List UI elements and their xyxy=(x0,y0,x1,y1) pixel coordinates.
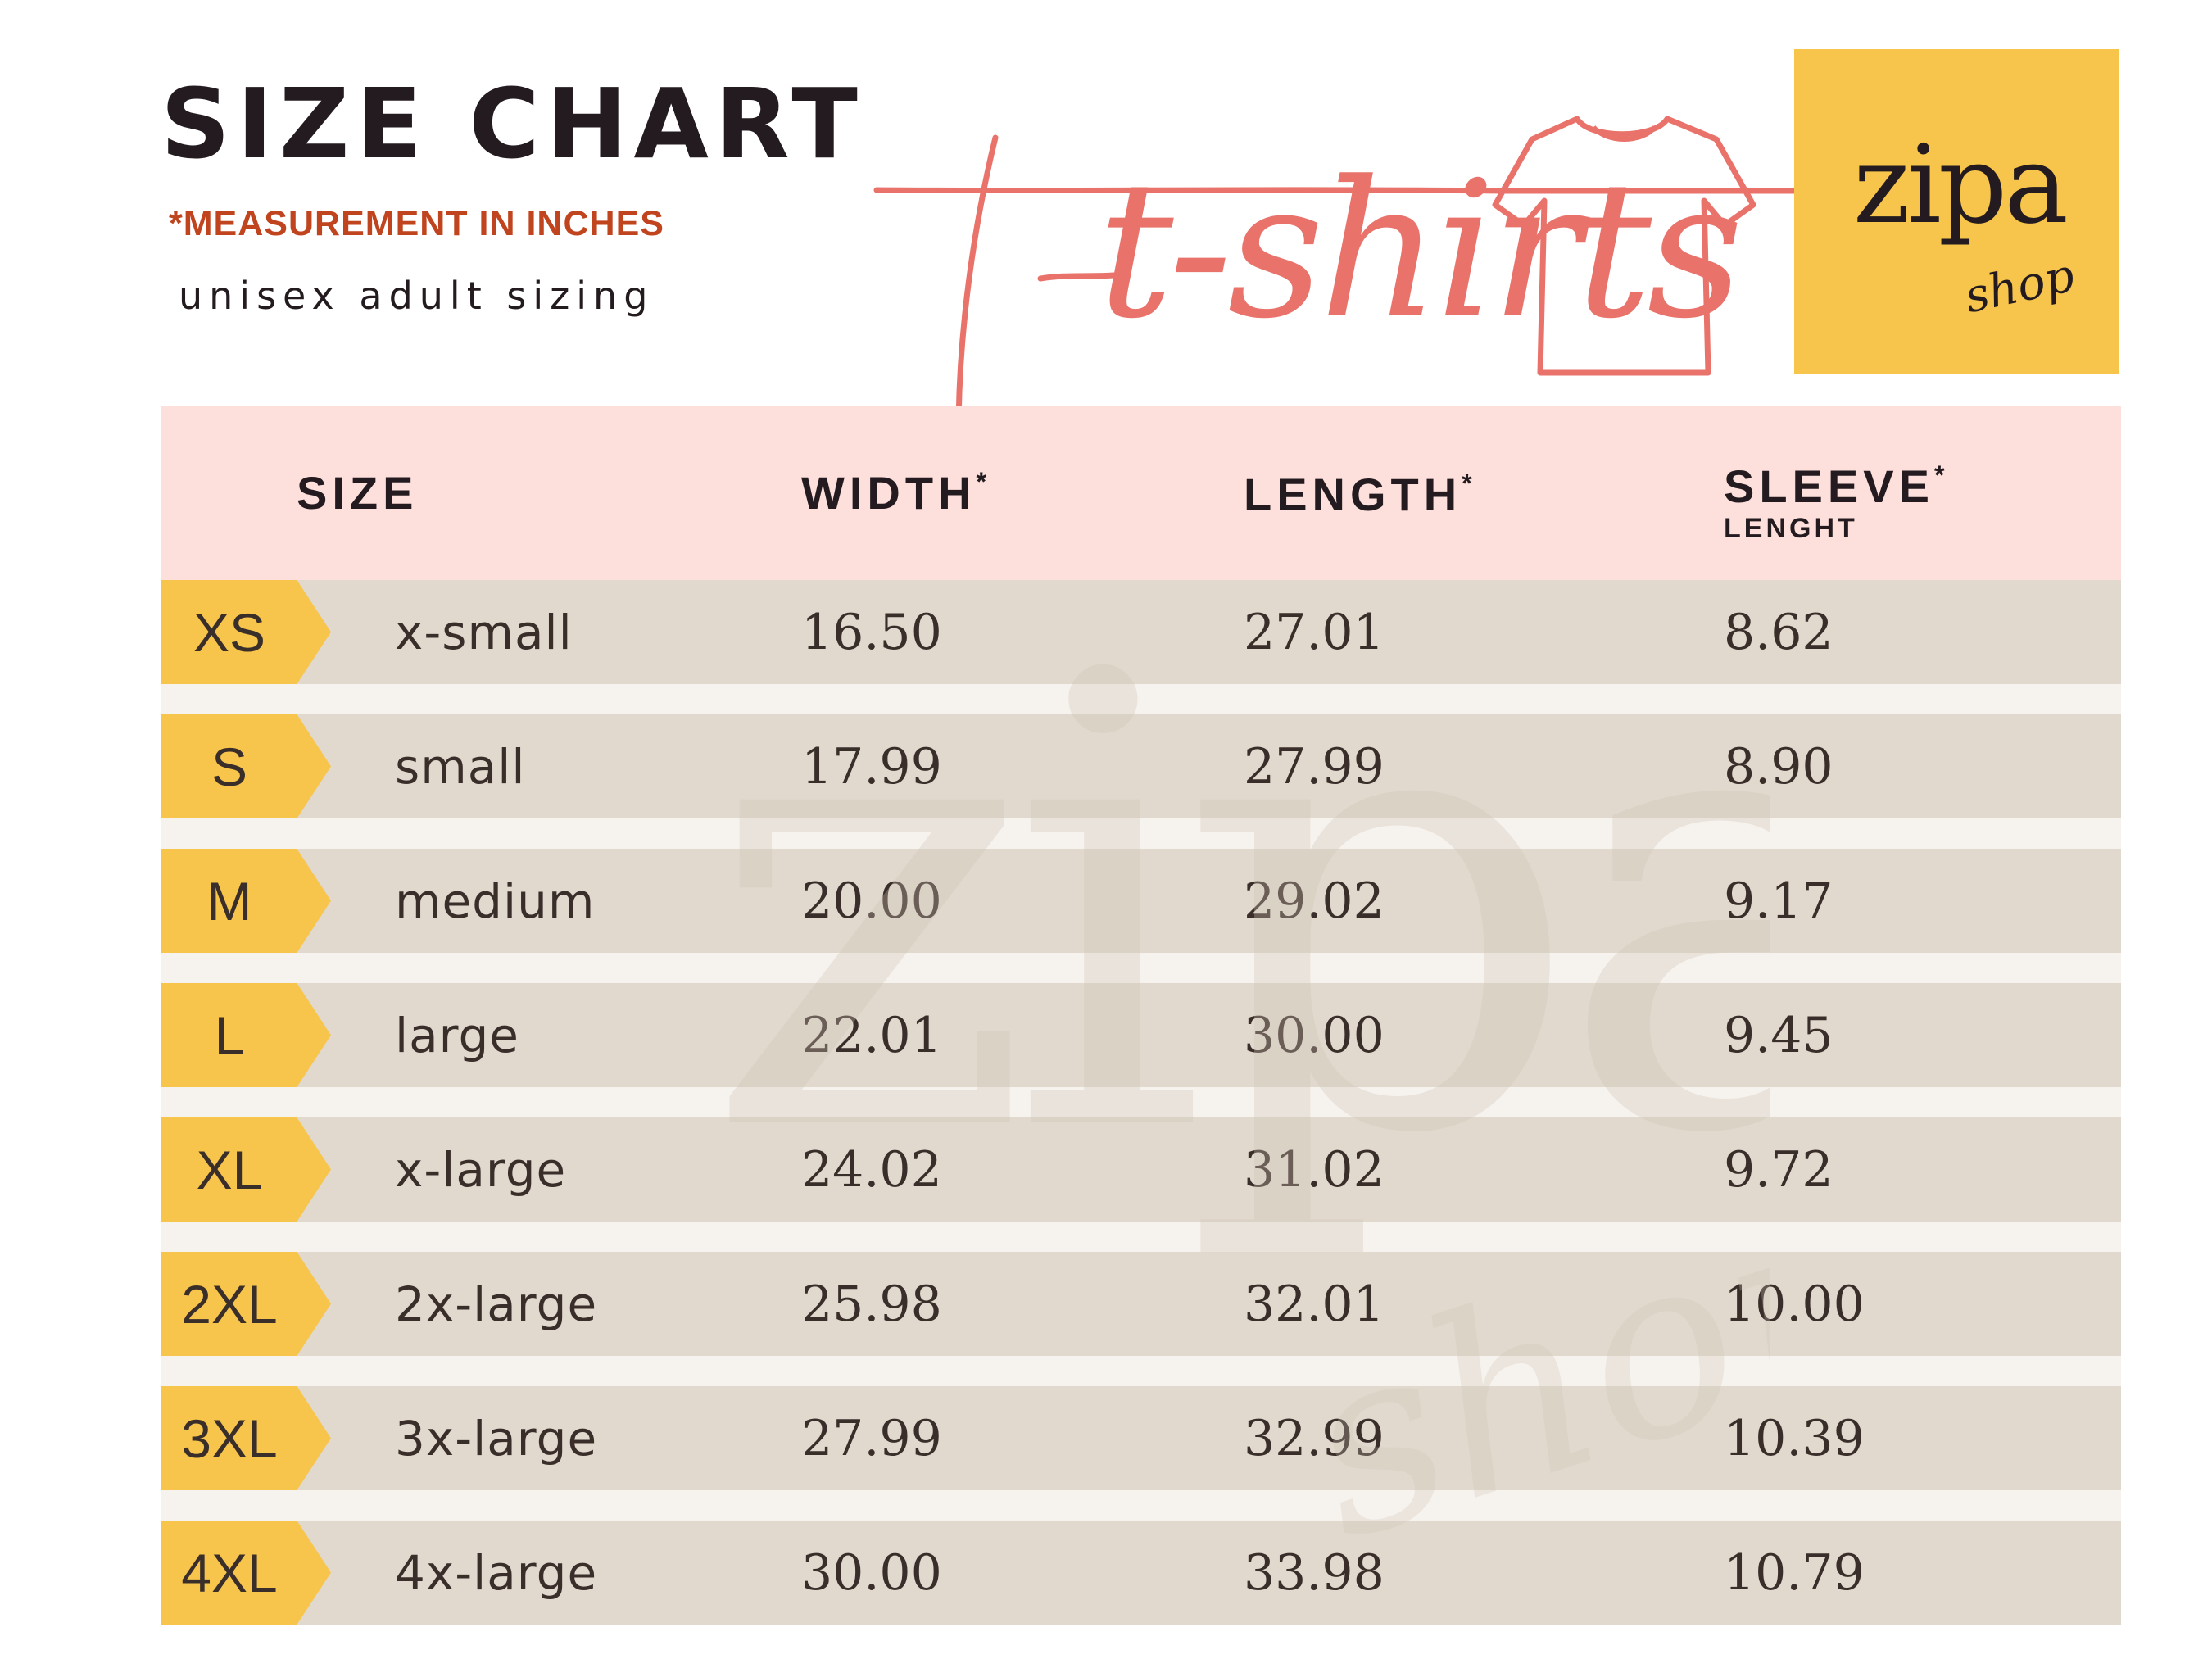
zipa-shop-logo: zipa shop xyxy=(1794,49,2119,374)
size-name: medium xyxy=(395,873,596,929)
length-value: 32.01 xyxy=(1244,1275,1385,1333)
width-value: 25.98 xyxy=(801,1275,942,1333)
size-code: 3XL xyxy=(181,1407,278,1469)
size-tag xyxy=(161,1252,331,1356)
size-table: SIZE WIDTH* LENGTH* SLEEVE* LENGHT XS x-… xyxy=(161,406,2121,1625)
size-code: L xyxy=(214,1004,245,1066)
width-value: 30.00 xyxy=(801,1543,942,1602)
size-code: 2XL xyxy=(181,1273,278,1335)
sleeve-value: 9.45 xyxy=(1724,1006,1834,1064)
column-header-sleeve-sub: LENGHT xyxy=(1724,513,1858,544)
size-tag xyxy=(161,983,331,1087)
sleeve-value: 10.00 xyxy=(1724,1275,1865,1333)
table-row: M medium 20.00 29.02 9.17 xyxy=(161,849,2121,953)
page-title: SIZE CHART xyxy=(161,67,864,180)
column-header-sleeve: SLEEVE* xyxy=(1724,460,1945,512)
size-name: 2x-large xyxy=(395,1276,598,1332)
width-value: 16.50 xyxy=(801,603,942,661)
table-row: S small 17.99 27.99 8.90 xyxy=(161,714,2121,818)
length-value: 27.01 xyxy=(1244,603,1385,661)
sleeve-value: 8.62 xyxy=(1724,603,1834,661)
sleeve-value: 10.79 xyxy=(1724,1543,1865,1602)
measurement-note: *MEASUREMENT IN INCHES xyxy=(169,204,664,243)
script-title-text: t-shirts xyxy=(1098,142,1738,360)
size-code: 4XL xyxy=(181,1542,278,1603)
size-code: M xyxy=(206,870,252,931)
size-name: small xyxy=(395,738,526,795)
sleeve-value: 8.90 xyxy=(1724,737,1834,796)
width-value: 20.00 xyxy=(801,872,942,930)
size-code: XS xyxy=(193,601,266,663)
sleeve-value: 9.72 xyxy=(1724,1140,1834,1199)
length-value: 33.98 xyxy=(1244,1543,1385,1602)
width-value: 17.99 xyxy=(801,737,942,796)
width-value: 22.01 xyxy=(801,1006,942,1064)
sleeve-value: 10.39 xyxy=(1724,1409,1865,1467)
length-value: 30.00 xyxy=(1244,1006,1385,1064)
width-value: 27.99 xyxy=(801,1409,942,1467)
logo-main-text: zipa xyxy=(1853,122,2069,248)
logo-sub-text: shop xyxy=(1960,248,2079,324)
table-row: XS x-small 16.50 27.01 8.62 xyxy=(161,580,2121,684)
size-tag xyxy=(161,714,331,818)
row-separator xyxy=(161,1490,2121,1521)
size-tag xyxy=(161,1521,331,1625)
sizing-note: unisex adult sizing xyxy=(179,274,655,318)
row-separator xyxy=(161,818,2121,849)
row-separator xyxy=(161,1356,2121,1386)
size-name: 3x-large xyxy=(395,1410,598,1466)
column-header-length: LENGTH* xyxy=(1244,469,1472,520)
length-value: 31.02 xyxy=(1244,1140,1385,1199)
width-value: 24.02 xyxy=(801,1140,942,1199)
size-code: XL xyxy=(196,1139,263,1200)
table-row: L large 22.01 30.00 9.45 xyxy=(161,983,2121,1087)
row-separator xyxy=(161,1087,2121,1117)
length-value: 32.99 xyxy=(1244,1409,1385,1467)
column-header-width: WIDTH* xyxy=(801,467,986,519)
table-row: 2XL 2x-large 25.98 32.01 10.00 xyxy=(161,1252,2121,1356)
size-tag xyxy=(161,1386,331,1490)
table-header: SIZE WIDTH* LENGTH* SLEEVE* LENGHT xyxy=(161,406,2121,580)
table-row: 4XL 4x-large 30.00 33.98 10.79 xyxy=(161,1521,2121,1625)
size-tag xyxy=(161,849,331,953)
table-row: XL x-large 24.02 31.02 9.72 xyxy=(161,1117,2121,1222)
row-separator xyxy=(161,1222,2121,1252)
row-separator xyxy=(161,684,2121,714)
size-tag xyxy=(161,1117,331,1222)
script-title: t-shirts xyxy=(873,134,1802,437)
row-separator xyxy=(161,953,2121,983)
size-name: large xyxy=(395,1007,519,1063)
size-name: x-large xyxy=(395,1141,567,1198)
size-name: 4x-large xyxy=(395,1544,598,1601)
size-code: S xyxy=(211,736,248,797)
tshirt-icon xyxy=(1492,116,1756,376)
table-row: 3XL 3x-large 27.99 32.99 10.39 xyxy=(161,1386,2121,1490)
column-header-size: SIZE xyxy=(297,467,419,519)
sleeve-value: 9.17 xyxy=(1724,872,1834,930)
size-tag xyxy=(161,580,331,684)
length-value: 27.99 xyxy=(1244,737,1385,796)
size-name: x-small xyxy=(395,604,573,660)
length-value: 29.02 xyxy=(1244,872,1385,930)
